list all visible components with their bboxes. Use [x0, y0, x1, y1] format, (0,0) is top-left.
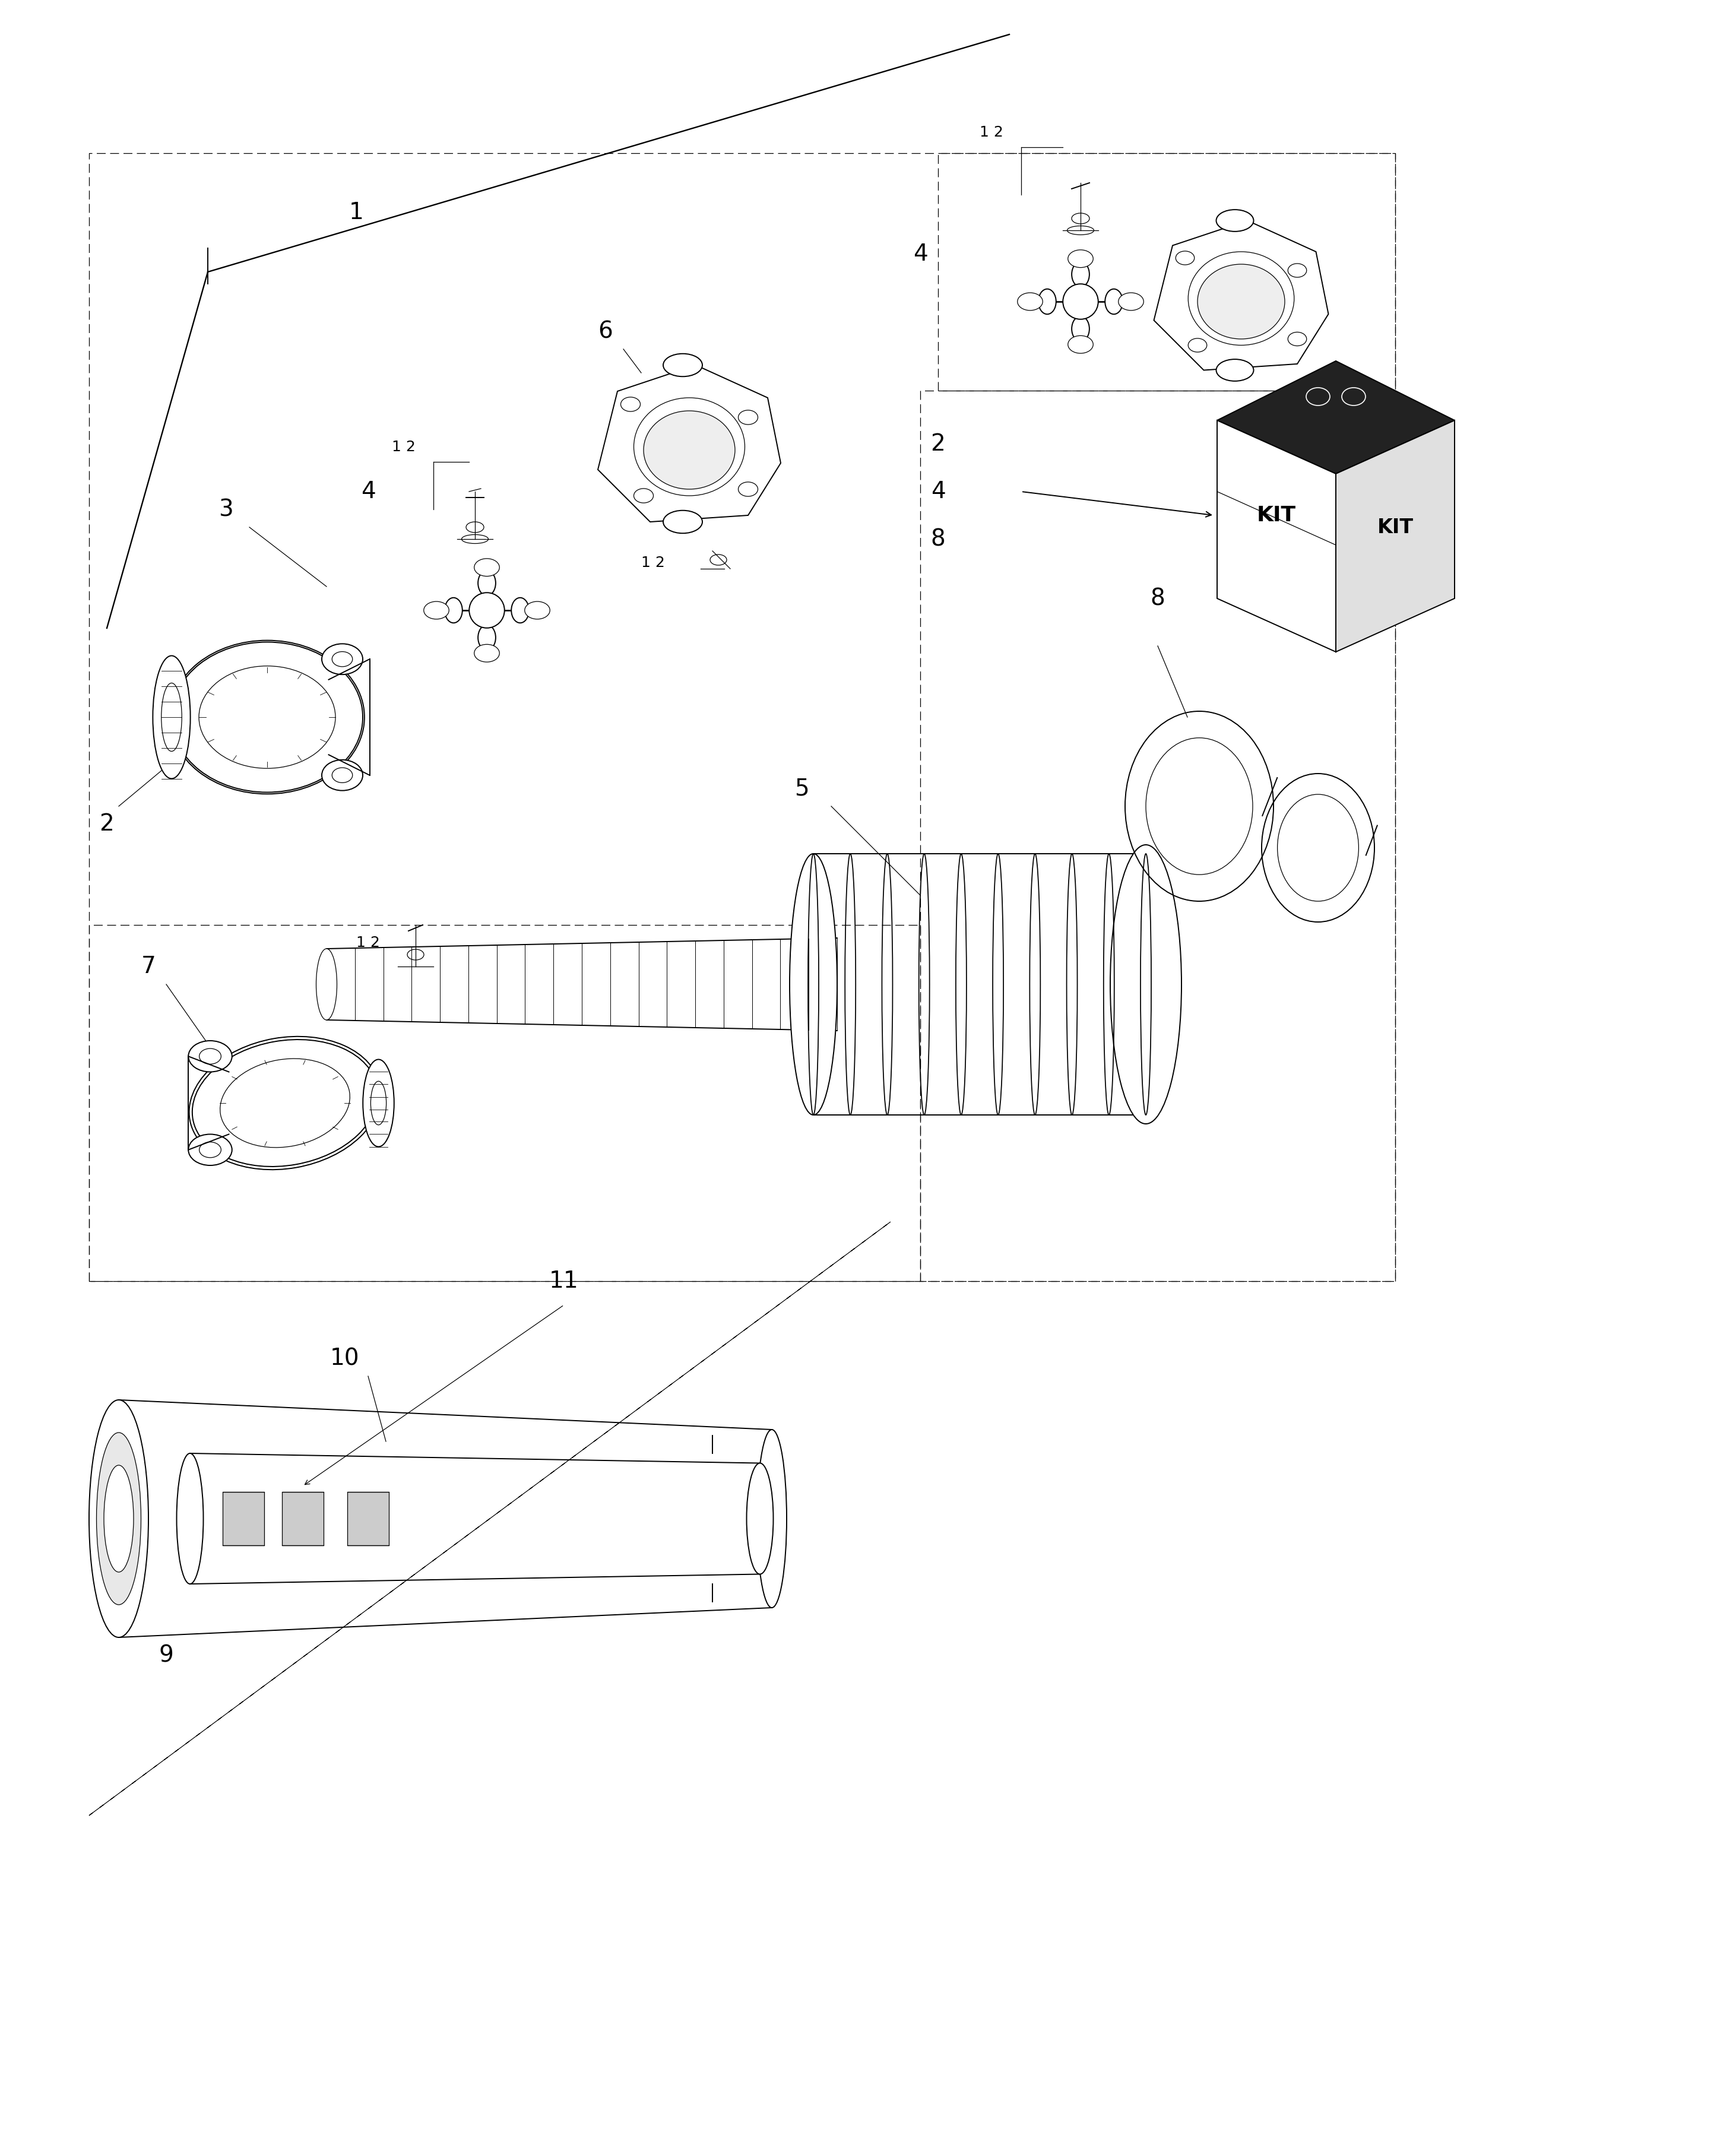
Ellipse shape [1146, 737, 1253, 874]
Text: 11: 11 [549, 1270, 578, 1292]
Text: 5: 5 [793, 778, 809, 799]
Ellipse shape [104, 1465, 134, 1572]
Ellipse shape [444, 598, 462, 623]
Ellipse shape [663, 510, 703, 533]
Ellipse shape [524, 602, 550, 619]
Ellipse shape [474, 559, 500, 576]
Ellipse shape [172, 643, 363, 793]
Ellipse shape [316, 949, 337, 1020]
Ellipse shape [512, 598, 529, 623]
Text: 1 2: 1 2 [979, 124, 1003, 139]
Text: 10: 10 [330, 1347, 359, 1369]
Ellipse shape [1198, 263, 1285, 338]
Text: KIT: KIT [1257, 506, 1297, 525]
Ellipse shape [1121, 855, 1170, 1116]
Text: 1 2: 1 2 [641, 555, 665, 570]
Ellipse shape [97, 1433, 141, 1604]
Ellipse shape [757, 1429, 786, 1609]
Ellipse shape [1111, 844, 1182, 1125]
Ellipse shape [1278, 795, 1359, 902]
Ellipse shape [746, 1463, 773, 1574]
Bar [281, 1493, 323, 1544]
Ellipse shape [1217, 360, 1253, 381]
Text: 8: 8 [930, 527, 946, 550]
Ellipse shape [1068, 336, 1094, 353]
Ellipse shape [790, 855, 837, 1116]
Ellipse shape [1062, 285, 1099, 319]
Ellipse shape [187, 1135, 233, 1165]
Polygon shape [1335, 420, 1455, 651]
Ellipse shape [187, 1041, 233, 1071]
Ellipse shape [644, 411, 734, 488]
Bar [347, 1493, 389, 1544]
Text: 2: 2 [99, 812, 115, 835]
Ellipse shape [1017, 293, 1043, 311]
Ellipse shape [89, 1401, 148, 1636]
Ellipse shape [424, 602, 450, 619]
Polygon shape [1217, 420, 1335, 651]
Ellipse shape [153, 655, 191, 778]
Text: 1 2: 1 2 [356, 936, 380, 949]
Text: 4: 4 [930, 480, 946, 503]
Text: 4: 4 [361, 480, 375, 503]
Ellipse shape [477, 625, 496, 651]
Ellipse shape [469, 593, 505, 628]
Text: 7: 7 [141, 955, 156, 977]
Ellipse shape [1071, 317, 1090, 341]
Ellipse shape [474, 645, 500, 662]
Text: 3: 3 [219, 499, 233, 521]
Text: 1 2: 1 2 [392, 439, 415, 454]
Ellipse shape [1038, 289, 1055, 315]
Ellipse shape [663, 353, 703, 377]
Polygon shape [1154, 221, 1328, 371]
Text: 8: 8 [1151, 587, 1165, 610]
Ellipse shape [193, 1039, 378, 1167]
Polygon shape [1217, 362, 1455, 473]
Ellipse shape [321, 760, 363, 790]
Ellipse shape [1118, 293, 1144, 311]
Ellipse shape [1217, 210, 1253, 231]
Polygon shape [597, 364, 781, 523]
Ellipse shape [321, 645, 363, 675]
Ellipse shape [1106, 289, 1123, 315]
Ellipse shape [177, 1452, 203, 1583]
Text: 6: 6 [599, 319, 613, 343]
Text: 2: 2 [930, 433, 946, 456]
Bar [222, 1493, 264, 1544]
Ellipse shape [363, 1060, 394, 1146]
Ellipse shape [1071, 261, 1090, 287]
Text: 9: 9 [160, 1643, 174, 1666]
Ellipse shape [477, 570, 496, 595]
Ellipse shape [1068, 251, 1094, 268]
Text: 1: 1 [349, 201, 363, 223]
Text: 4: 4 [913, 242, 927, 266]
Text: KIT: KIT [1377, 518, 1413, 538]
